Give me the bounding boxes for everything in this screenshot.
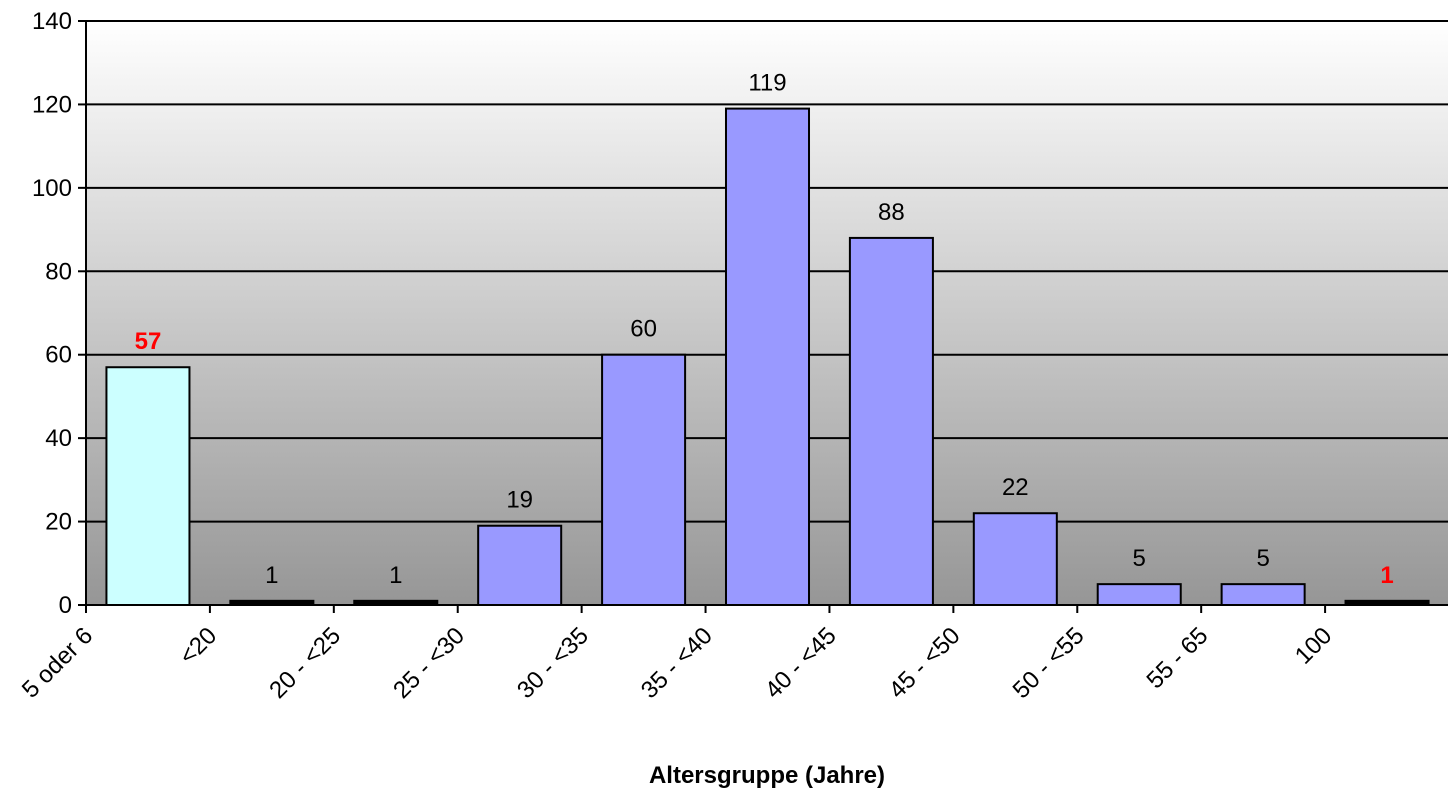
data-label: 19 <box>506 487 533 514</box>
data-label: 1 <box>265 562 278 589</box>
y-tick-label: 100 <box>32 175 72 202</box>
y-tick-label: 120 <box>32 91 72 118</box>
y-tick-label: 20 <box>45 509 72 536</box>
x-tick-label: 5 oder 6 <box>17 622 98 703</box>
data-label: 88 <box>878 199 905 226</box>
x-tick-label: 40 - <45 <box>760 622 842 704</box>
x-tick-label: 25 - <30 <box>388 622 470 704</box>
x-tick-label: 55 - 65 <box>1141 622 1213 694</box>
x-tick-label: 50 - <55 <box>1008 622 1090 704</box>
data-label: 60 <box>630 316 657 343</box>
y-tick-labels: 0 20 40 60 80 100 120 140 <box>32 8 72 619</box>
x-tick-label: <20 <box>174 622 222 670</box>
y-tick-label: 60 <box>45 342 72 369</box>
data-label: 1 <box>389 562 402 589</box>
data-label: 1 <box>1380 562 1393 589</box>
x-tick-label: 100 <box>1290 622 1337 669</box>
bar <box>1220 583 1306 607</box>
data-label: 22 <box>1002 474 1029 501</box>
data-label: 119 <box>748 70 786 97</box>
x-tick-label: 35 - <40 <box>636 622 718 704</box>
data-label: 5 <box>1256 545 1269 572</box>
x-tick-label: 45 - <50 <box>884 622 966 704</box>
bar <box>972 512 1058 607</box>
x-tick-labels: 5 oder 6 <20 20 - <25 25 - <30 30 - <35 35 - … <box>17 622 1337 704</box>
data-label: 5 <box>1133 545 1146 572</box>
bar <box>105 366 191 606</box>
y-tick-label: 0 <box>59 592 72 619</box>
y-tick-label: 140 <box>32 8 72 35</box>
bar <box>724 107 811 606</box>
bar <box>848 236 934 607</box>
bars <box>105 107 1430 607</box>
x-tick-label: 20 - <25 <box>264 622 346 704</box>
y-tick-label: 40 <box>45 425 72 452</box>
bar <box>477 524 563 606</box>
axes <box>78 20 1448 613</box>
y-tick-label: 80 <box>45 258 72 285</box>
bar <box>601 353 687 607</box>
bar <box>1096 583 1182 607</box>
x-axis-title: Altersgruppe (Jahre) <box>649 762 885 789</box>
data-label: 57 <box>135 328 162 355</box>
x-tick-label: 30 - <35 <box>512 622 594 704</box>
